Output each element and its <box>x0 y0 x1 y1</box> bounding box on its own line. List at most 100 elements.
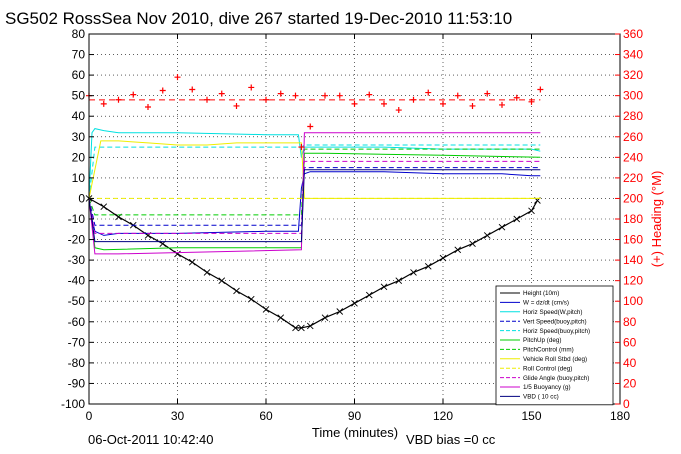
series-line <box>88 132 541 255</box>
heading-marker <box>336 92 343 99</box>
x-axis-label: Time (minutes) <box>312 425 398 440</box>
height-marker <box>483 232 491 239</box>
height-marker <box>218 277 226 284</box>
legend-label: Vehicle Roll Stbd (deg) <box>523 356 587 363</box>
height-marker <box>424 262 432 270</box>
height-marker <box>306 322 314 330</box>
legend-box <box>495 285 614 406</box>
heading-marker <box>307 123 314 130</box>
x-tick-label: 150 <box>521 409 541 423</box>
heading-marker <box>159 87 166 94</box>
y-tick-label: 70 <box>72 48 86 62</box>
heading-marker <box>277 90 284 97</box>
y2-tick-label: 120 <box>623 274 643 288</box>
y2-tick-label: 200 <box>623 191 643 205</box>
height-marker <box>336 308 344 315</box>
heading-marker <box>189 86 196 93</box>
legend-label: 1/5 Buoyancy (g) <box>523 384 571 391</box>
height-marker <box>100 203 108 210</box>
heading-marker <box>292 92 299 99</box>
heading-marker <box>528 98 535 105</box>
y2-tick-label: 40 <box>623 356 637 370</box>
heading-marker <box>537 86 544 93</box>
y2-tick-label: 320 <box>623 68 643 82</box>
series-line <box>88 171 541 236</box>
y2-tick-label: 180 <box>623 212 643 226</box>
height-marker <box>203 269 211 276</box>
series-line <box>88 144 541 199</box>
heading-marker <box>469 102 476 109</box>
heading-marker <box>233 102 240 109</box>
heading-marker <box>263 96 269 103</box>
vbd-bias-footer: VBD bias =0 cc <box>406 432 496 447</box>
axes: 0 30 60 90 120 150 18080706050403020100-10-20-… <box>61 27 643 423</box>
height-marker <box>365 291 373 299</box>
y-tick-label: -30 <box>68 253 86 267</box>
heading-marker <box>440 100 446 107</box>
height-marker <box>188 258 196 266</box>
y-tick-label: -100 <box>61 397 85 411</box>
y-tick-label: 60 <box>72 68 86 82</box>
height-marker <box>233 287 240 295</box>
legend-label: Horiz Speed(buoy,pitch) <box>523 328 590 335</box>
height-marker <box>247 295 255 303</box>
height-marker <box>528 207 535 215</box>
y2-tick-label: 80 <box>623 315 637 329</box>
x-tick-label: 30 <box>171 409 185 423</box>
y2-tick-label: 0 <box>623 397 630 411</box>
y2-tick-label: 360 <box>623 27 643 41</box>
heading-marker <box>322 92 328 99</box>
y-tick-label: -10 <box>68 212 86 226</box>
y2-tick-label: 20 <box>623 376 637 390</box>
y2-tick-label: 260 <box>623 130 643 144</box>
x-tick-label: 60 <box>259 409 273 423</box>
y2-tick-label: 100 <box>623 294 643 308</box>
y2-tick-label: 160 <box>623 233 643 247</box>
y2-tick-label: 300 <box>623 89 643 103</box>
heading-marker <box>425 89 432 96</box>
height-marker <box>410 269 417 276</box>
legend-label: W = dz/dt (cm/s) <box>523 300 569 307</box>
heading-marker <box>145 103 151 110</box>
y-tick-label: -60 <box>68 315 86 329</box>
height-marker <box>277 314 285 321</box>
y-tick-label: 10 <box>72 171 86 185</box>
y-tick-label: -80 <box>68 356 86 370</box>
y-tick-label: -20 <box>68 233 86 247</box>
legend-label: PitchControl (mm) <box>523 347 574 354</box>
right-axis-label: (+) Heading (°M) <box>649 171 664 268</box>
y-tick-label: 0 <box>78 191 85 205</box>
y-tick-label: 50 <box>72 89 86 103</box>
x-tick-label: 120 <box>433 409 453 423</box>
legend-label: Roll Control (deg) <box>523 365 572 372</box>
y2-tick-label: 280 <box>623 109 643 123</box>
series-line <box>88 140 541 199</box>
y-tick-label: 30 <box>72 130 86 144</box>
x-tick-label: 180 <box>610 409 630 423</box>
legend-label: Glide Angle (buoy,pitch) <box>523 375 589 382</box>
heading-marker <box>484 90 491 97</box>
y-tick-label: -70 <box>68 335 86 349</box>
series-line <box>88 169 541 243</box>
x-tick-label: 90 <box>348 409 362 423</box>
height-marker <box>262 306 270 313</box>
heading-marker <box>410 96 417 103</box>
height-marker <box>513 215 521 223</box>
y-tick-label: 40 <box>72 109 86 123</box>
y-tick-label: -90 <box>68 376 86 390</box>
heading-marker <box>499 101 505 108</box>
height-marker <box>174 250 181 258</box>
series-line <box>88 167 541 226</box>
height-marker <box>454 246 462 254</box>
height-marker <box>498 223 506 231</box>
series-line <box>88 152 541 251</box>
y-tick-label: -50 <box>68 294 86 308</box>
heading-marker <box>381 100 387 107</box>
height-marker <box>439 254 447 262</box>
heading-marker <box>218 90 225 97</box>
legend-label: Height (10m) <box>523 290 559 297</box>
y-tick-label: 20 <box>72 150 86 164</box>
y-tick-label: 80 <box>72 27 86 41</box>
height-marker <box>298 324 305 332</box>
